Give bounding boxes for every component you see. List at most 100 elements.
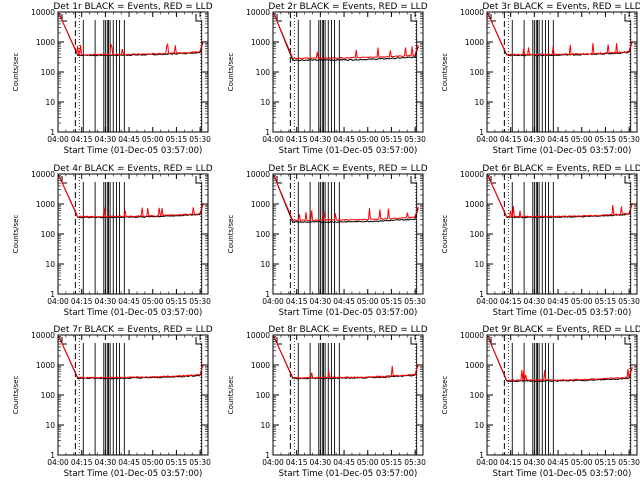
x-tick-label: 04:30 (524, 135, 546, 144)
corner-mark-right (624, 176, 630, 184)
x-tick-label: 04:15 (500, 297, 522, 306)
series-events (58, 175, 204, 219)
panel-title: Det 5r BLACK = Events, RED = LLD (268, 164, 427, 174)
plot-frame (272, 11, 424, 133)
panel-title: Det 8r BLACK = Events, RED = LLD (268, 325, 427, 335)
series-events (487, 13, 633, 57)
corner-mark-right (624, 14, 630, 22)
panel-det-1: Det 1r BLACK = Events, RED = LLD Counts/s… (12, 2, 213, 156)
y-tick-label: 100 (41, 68, 56, 77)
x-tick-label: 04:15 (71, 135, 93, 144)
x-axis-label: Start Time (01-Dec-05 03:57:00) (64, 146, 203, 156)
y-axis-label: Counts/sec (227, 53, 235, 92)
y-tick-label: 1 (479, 290, 484, 299)
x-tick-label: 05:00 (357, 297, 379, 306)
x-tick-label: 04:45 (547, 458, 569, 467)
y-axis-label: Counts/sec (227, 215, 235, 254)
panel-title: Det 1r BLACK = Events, RED = LLD (53, 2, 212, 12)
x-tick-label: 04:45 (118, 297, 140, 306)
y-tick-label: 1 (479, 451, 484, 460)
x-tick-label: 04:00 (47, 297, 69, 306)
x-tick-label: 05:30 (189, 135, 211, 144)
y-tick-label: 10000 (246, 8, 270, 17)
x-tick-label: 04:00 (262, 135, 284, 144)
x-tick-label: 05:00 (142, 458, 164, 467)
y-tick-label: 10000 (31, 8, 55, 17)
corner-mark-left (276, 176, 282, 184)
corner-mark-left (61, 337, 67, 345)
y-tick-label: 10 (474, 98, 484, 107)
x-axis-label: Start Time (01-Dec-05 03:57:00) (493, 146, 632, 156)
y-axis-label: Counts/sec (12, 53, 20, 92)
panel-title: Det 3r BLACK = Events, RED = LLD (482, 2, 640, 12)
corner-mark-right (195, 176, 201, 184)
x-axis-label: Start Time (01-Dec-05 03:57:00) (64, 469, 203, 479)
y-tick-label: 1000 (36, 200, 55, 209)
x-tick-label: 05:00 (571, 297, 593, 306)
x-tick-label: 05:30 (618, 135, 640, 144)
y-axis-label: Counts/sec (441, 376, 449, 415)
corner-mark-right (410, 14, 416, 22)
x-tick-label: 05:00 (571, 458, 593, 467)
y-tick-label: 1 (50, 290, 55, 299)
panel-det-6: Det 6r BLACK = Events, RED = LLD Counts/s… (441, 164, 640, 318)
y-tick-label: 1 (265, 290, 270, 299)
x-tick-label: 04:00 (476, 458, 498, 467)
x-tick-label: 05:00 (571, 135, 593, 144)
y-tick-label: 100 (41, 391, 56, 400)
panel-det-7: Det 7r BLACK = Events, RED = LLD Counts/s… (12, 325, 213, 479)
x-tick-label: 05:15 (166, 135, 188, 144)
x-tick-label: 04:00 (262, 297, 284, 306)
x-tick-label: 05:15 (595, 135, 617, 144)
y-tick-label: 10000 (460, 170, 484, 179)
series-lld (58, 336, 204, 379)
x-tick-label: 04:30 (95, 297, 117, 306)
x-tick-label: 05:30 (189, 297, 211, 306)
corner-mark-right (624, 337, 630, 345)
corner-mark-left (490, 337, 496, 345)
y-tick-label: 1000 (465, 361, 484, 370)
y-tick-label: 10 (45, 260, 55, 269)
x-tick-label: 05:00 (357, 135, 379, 144)
x-axis-label: Start Time (01-Dec-05 03:57:00) (279, 308, 418, 318)
x-tick-label: 04:00 (476, 135, 498, 144)
corner-mark-left (490, 14, 496, 22)
y-axis-label: Counts/sec (12, 376, 20, 415)
plot-frame (486, 11, 638, 133)
series-events (58, 336, 204, 380)
series-lld (58, 175, 204, 218)
panel-title: Det 7r BLACK = Events, RED = LLD (53, 325, 212, 335)
x-tick-label: 05:15 (381, 135, 403, 144)
x-tick-label: 04:30 (524, 458, 546, 467)
x-tick-label: 05:30 (404, 135, 426, 144)
panel-det-2: Det 2r BLACK = Events, RED = LLD Counts/s… (227, 2, 428, 156)
x-axis-label: Start Time (01-Dec-05 03:57:00) (279, 146, 418, 156)
x-tick-label: 05:15 (381, 458, 403, 467)
corner-mark-right (195, 14, 201, 22)
x-tick-label: 04:30 (95, 458, 117, 467)
x-tick-label: 04:15 (71, 297, 93, 306)
x-tick-label: 04:30 (310, 135, 332, 144)
x-tick-label: 04:00 (262, 458, 284, 467)
y-tick-label: 10 (474, 421, 484, 430)
y-tick-label: 10 (474, 260, 484, 269)
series-lld (487, 13, 633, 57)
series-lld (487, 336, 633, 382)
plot-frame (57, 11, 209, 133)
plot-frame (57, 173, 209, 295)
y-tick-label: 100 (41, 230, 56, 239)
y-tick-label: 10000 (246, 331, 270, 340)
x-tick-label: 04:45 (118, 458, 140, 467)
x-axis-label: Start Time (01-Dec-05 03:57:00) (493, 469, 632, 479)
y-tick-label: 10000 (246, 170, 270, 179)
x-tick-label: 04:00 (476, 297, 498, 306)
y-tick-label: 1000 (251, 200, 270, 209)
x-tick-label: 05:15 (595, 297, 617, 306)
x-tick-label: 05:00 (142, 135, 164, 144)
y-tick-label: 100 (256, 68, 271, 77)
corner-mark-left (61, 14, 67, 22)
series-events (58, 13, 204, 57)
x-tick-label: 05:15 (381, 297, 403, 306)
y-tick-label: 100 (470, 68, 485, 77)
